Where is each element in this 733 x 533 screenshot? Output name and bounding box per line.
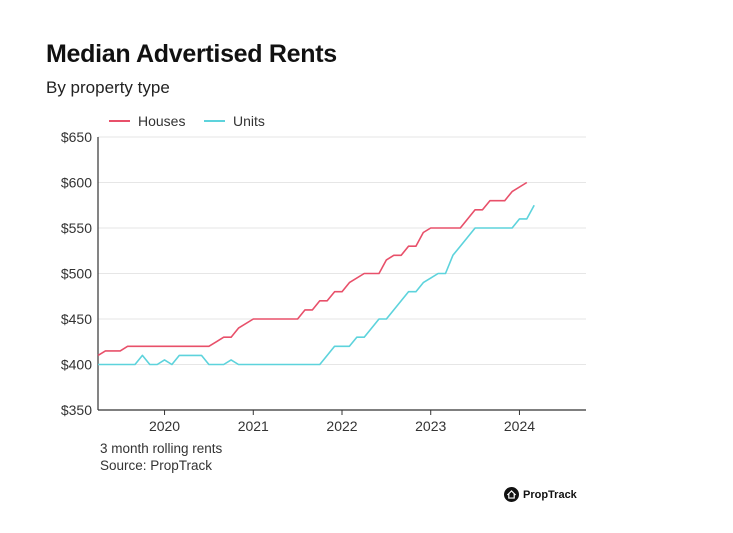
x-tick-label: 2023: [415, 418, 446, 434]
footnote-rolling: 3 month rolling rents: [100, 441, 223, 456]
y-tick-label: $450: [61, 311, 92, 327]
chart-subtitle: By property type: [46, 78, 170, 97]
x-tick-label: 2021: [238, 418, 269, 434]
legend: Houses Units: [109, 113, 265, 129]
chart-title: Median Advertised Rents: [46, 40, 337, 68]
y-tick-label: $650: [61, 129, 92, 145]
x-tick-label: 2020: [149, 418, 180, 434]
y-tick-label: $550: [61, 220, 92, 236]
y-tick-label: $600: [61, 175, 92, 191]
gridlines: [98, 136, 586, 365]
x-axis: 2020 2021 2022 2023 2024: [98, 409, 586, 434]
footnote-source: Source: PropTrack: [100, 458, 213, 473]
y-axis-ticks: $350 $400 $450 $500 $550 $600 $650: [61, 129, 99, 418]
y-tick-label: $400: [61, 357, 92, 373]
x-tick-label: 2024: [504, 418, 535, 434]
legend-label-units: Units: [233, 113, 265, 129]
proptrack-logo: PropTrack: [504, 487, 577, 502]
series-line-houses: [97, 181, 528, 357]
house-icon: [504, 487, 519, 502]
x-tick-label: 2022: [326, 418, 357, 434]
series-line-units: [98, 204, 535, 366]
y-tick-label: $500: [61, 266, 92, 282]
y-tick-label: $350: [61, 402, 92, 418]
brand-name: PropTrack: [523, 488, 577, 501]
series-lines: [97, 181, 535, 366]
chart-footnotes: 3 month rolling rents Source: PropTrack: [100, 440, 222, 474]
legend-label-houses: Houses: [138, 113, 185, 129]
